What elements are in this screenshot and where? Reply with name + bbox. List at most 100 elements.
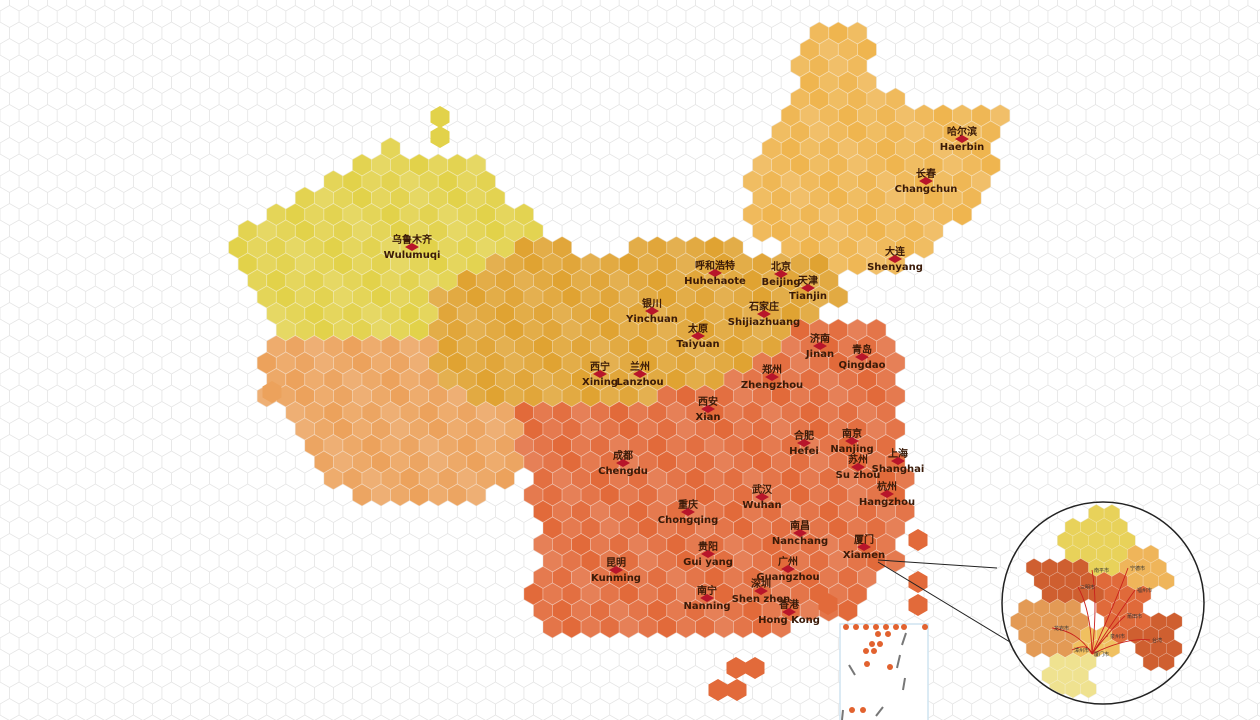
grid-hex [714, 54, 734, 78]
city-label[interactable]: 呼和浩特 Huhehaote [684, 262, 746, 287]
grid-hex [28, 153, 48, 177]
grid-hex [1057, 318, 1077, 342]
grid-hex [142, 351, 163, 375]
grid-hex [1161, 71, 1182, 94]
city-label[interactable]: 哈尔滨 Haerbin [940, 128, 985, 153]
city-label[interactable]: 济南 Jinan [806, 335, 834, 360]
grid-hex [66, 351, 87, 375]
grid-hex [618, 120, 639, 144]
grid-hex [152, 104, 172, 127]
grid-hex [1114, 351, 1134, 375]
city-label[interactable]: 兰州 Lanzhou [616, 363, 663, 388]
grid-hex [171, 632, 191, 655]
grid-hex [504, 648, 525, 672]
city-label[interactable]: 贵阳 Gui yang [683, 543, 733, 568]
city-label[interactable]: 苏州 Su zhou [836, 456, 881, 481]
city-label[interactable]: 重庆 Chongqing [658, 501, 718, 526]
grid-hex [933, 566, 953, 589]
grid-hex [18, 5, 39, 28]
city-label[interactable]: 天津 Tianjin [789, 277, 827, 302]
grid-hex [599, 153, 620, 177]
city-label[interactable]: 厦门 Xiamen [843, 536, 885, 561]
grid-hex [0, 0, 10, 12]
grid-hex [1219, 500, 1239, 523]
city-label[interactable]: 武汉 Wuhan [742, 486, 781, 511]
city-label[interactable]: 乌鲁木齐 Wulumuqi [384, 236, 441, 261]
grid-hex [1190, 219, 1211, 243]
grid-hex [199, 219, 220, 243]
grid-hex [933, 71, 953, 94]
grid-hex [1161, 467, 1182, 490]
grid-hex [1066, 434, 1087, 457]
grid-hex [1076, 285, 1096, 309]
city-label[interactable]: 杭州 Hangzhou [859, 483, 915, 508]
city-label[interactable]: 青岛 Qingdao [839, 346, 886, 371]
city-label[interactable]: 南京 Nanjing [830, 430, 873, 455]
grid-hex [1114, 219, 1134, 243]
grid-hex [990, 500, 1011, 523]
grid-hex [1180, 104, 1201, 127]
grid-hex [1152, 219, 1173, 243]
grid-hex [447, 549, 468, 573]
grid-hex [475, 5, 496, 28]
city-label[interactable]: 香港 Hong Kong [758, 601, 820, 626]
city-label[interactable]: 银川 Yinchuan [626, 300, 678, 325]
city-name-zh: 南京 [842, 429, 862, 440]
grid-hex [961, 516, 982, 540]
grid-hex [1114, 186, 1134, 210]
city-label[interactable]: 太原 Taiyuan [676, 325, 719, 350]
grid-hex [695, 714, 715, 720]
grid-hex [409, 681, 430, 705]
grid-hex [1095, 87, 1115, 111]
grid-hex [1057, 21, 1077, 45]
grid-hex [228, 500, 249, 523]
grid-hex [152, 599, 172, 622]
city-label[interactable]: 广州 Guangzhou [756, 558, 819, 583]
grid-hex [256, 582, 277, 606]
city-label[interactable]: 长春 Changchun [895, 170, 958, 195]
city-label[interactable]: 昆明 Kunming [591, 559, 641, 584]
grid-hex [304, 665, 325, 688]
city-label[interactable]: 成都 Chengdu [598, 452, 648, 477]
grid-hex [618, 648, 639, 672]
grid-hex [1018, 450, 1039, 474]
city-name-en: Hong Kong [758, 615, 820, 626]
grid-hex [276, 714, 296, 720]
grid-hex [1219, 269, 1239, 292]
grid-hex [142, 120, 163, 144]
grid-hex [428, 714, 448, 720]
city-label[interactable]: 西安 Xian [695, 398, 720, 423]
grid-hex [266, 5, 287, 28]
grid-hex [1142, 269, 1163, 292]
city-label[interactable]: 南昌 Nanchang [772, 522, 828, 547]
grid-hex [1199, 500, 1220, 523]
city-label[interactable]: 深圳 Shen zhen [732, 580, 791, 605]
grid-hex [942, 0, 963, 12]
grid-hex [152, 170, 172, 193]
grid-hex [0, 186, 10, 210]
city-label[interactable]: 合肥 Hefei [789, 432, 819, 457]
grid-hex [190, 38, 210, 61]
grid-hex [980, 450, 1001, 474]
grid-hex [1038, 120, 1058, 144]
grid-hex [1209, 219, 1230, 243]
grid-hex [294, 516, 315, 540]
city-label[interactable]: 西宁 Xining [582, 363, 618, 388]
fujian-inset-map[interactable] [987, 491, 1244, 712]
city-label[interactable]: 南宁 Nanning [683, 587, 730, 612]
city-label[interactable]: 上海 Shanghai [872, 450, 925, 475]
grid-hex [180, 186, 201, 210]
grid-hex [37, 302, 58, 325]
grid-hex [228, 5, 249, 28]
city-label[interactable]: 郑州 Zhengzhou [741, 366, 803, 391]
island-dot [871, 648, 877, 654]
grid-hex [1238, 533, 1258, 556]
grid-hex [113, 533, 134, 556]
grid-hex [218, 516, 239, 540]
city-label[interactable]: 石家庄 Shijiazhuang [728, 303, 800, 328]
grid-hex [66, 516, 87, 540]
grid-hex [28, 54, 48, 78]
city-label[interactable]: 大连 Shenyang [867, 248, 923, 273]
grid-hex [104, 516, 125, 540]
city-label[interactable]: 北京 Beijing [762, 263, 801, 288]
